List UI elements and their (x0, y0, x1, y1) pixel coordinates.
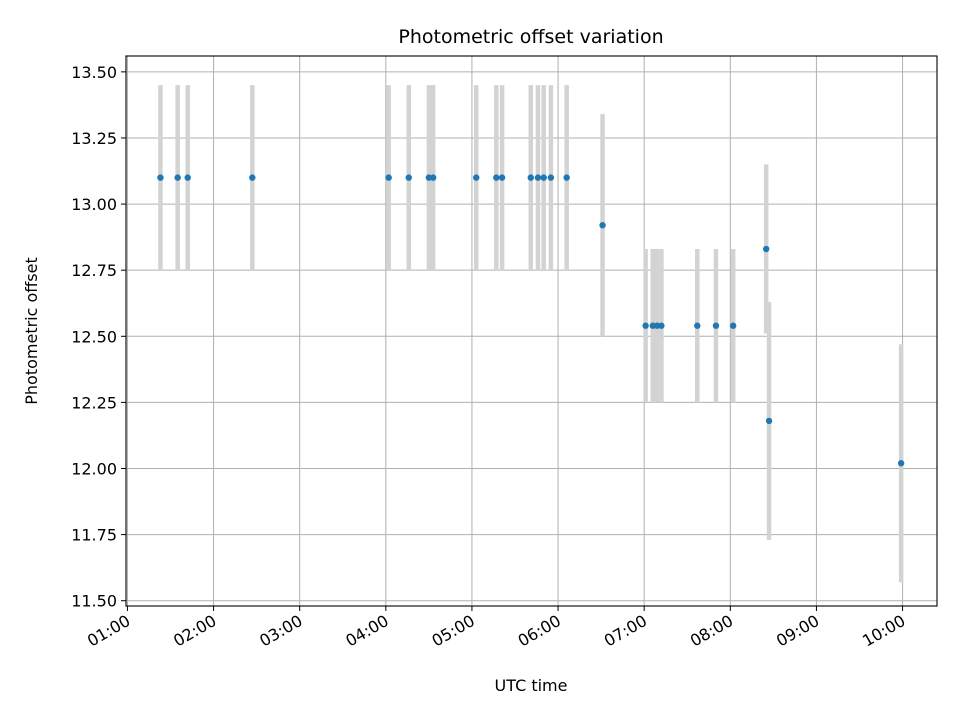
data-point (498, 174, 506, 181)
y-tick-label: 12.50 (71, 327, 117, 346)
grid-lines (126, 56, 937, 606)
data-point (385, 174, 392, 181)
y-tick-label: 11.50 (71, 592, 117, 611)
y-tick-label: 13.25 (71, 129, 117, 148)
data-point (599, 222, 606, 229)
y-tick-label: 12.25 (71, 393, 117, 412)
data-point (765, 417, 773, 425)
data-point (534, 174, 542, 181)
chart-title: Photometric offset variation (398, 26, 663, 48)
plot-frame (125, 55, 938, 607)
data-points (157, 174, 905, 467)
x-axis-label: UTC time (495, 676, 568, 695)
data-point (527, 174, 534, 181)
y-tick-label: 11.75 (71, 526, 117, 545)
data-point (694, 322, 701, 329)
data-point (762, 245, 770, 253)
data-point (642, 322, 649, 329)
y-tick-label: 12.00 (71, 460, 117, 479)
data-point (897, 460, 905, 467)
data-point (473, 174, 480, 181)
data-point (547, 174, 555, 181)
data-point (184, 174, 191, 181)
data-point (540, 174, 547, 181)
data-point (712, 322, 720, 329)
data-point (729, 322, 737, 329)
data-point (493, 174, 500, 181)
y-tick-label: 13.50 (71, 63, 117, 82)
y-tick-label: 12.75 (71, 261, 117, 280)
data-point (563, 174, 570, 181)
data-point (405, 174, 412, 181)
data-point (429, 174, 437, 181)
data-point (174, 174, 181, 181)
data-point (157, 174, 164, 181)
data-point (249, 174, 256, 181)
data-point (658, 322, 665, 329)
y-axis-label: Photometric offset (22, 257, 41, 405)
y-tick-label: 13.00 (71, 195, 117, 214)
